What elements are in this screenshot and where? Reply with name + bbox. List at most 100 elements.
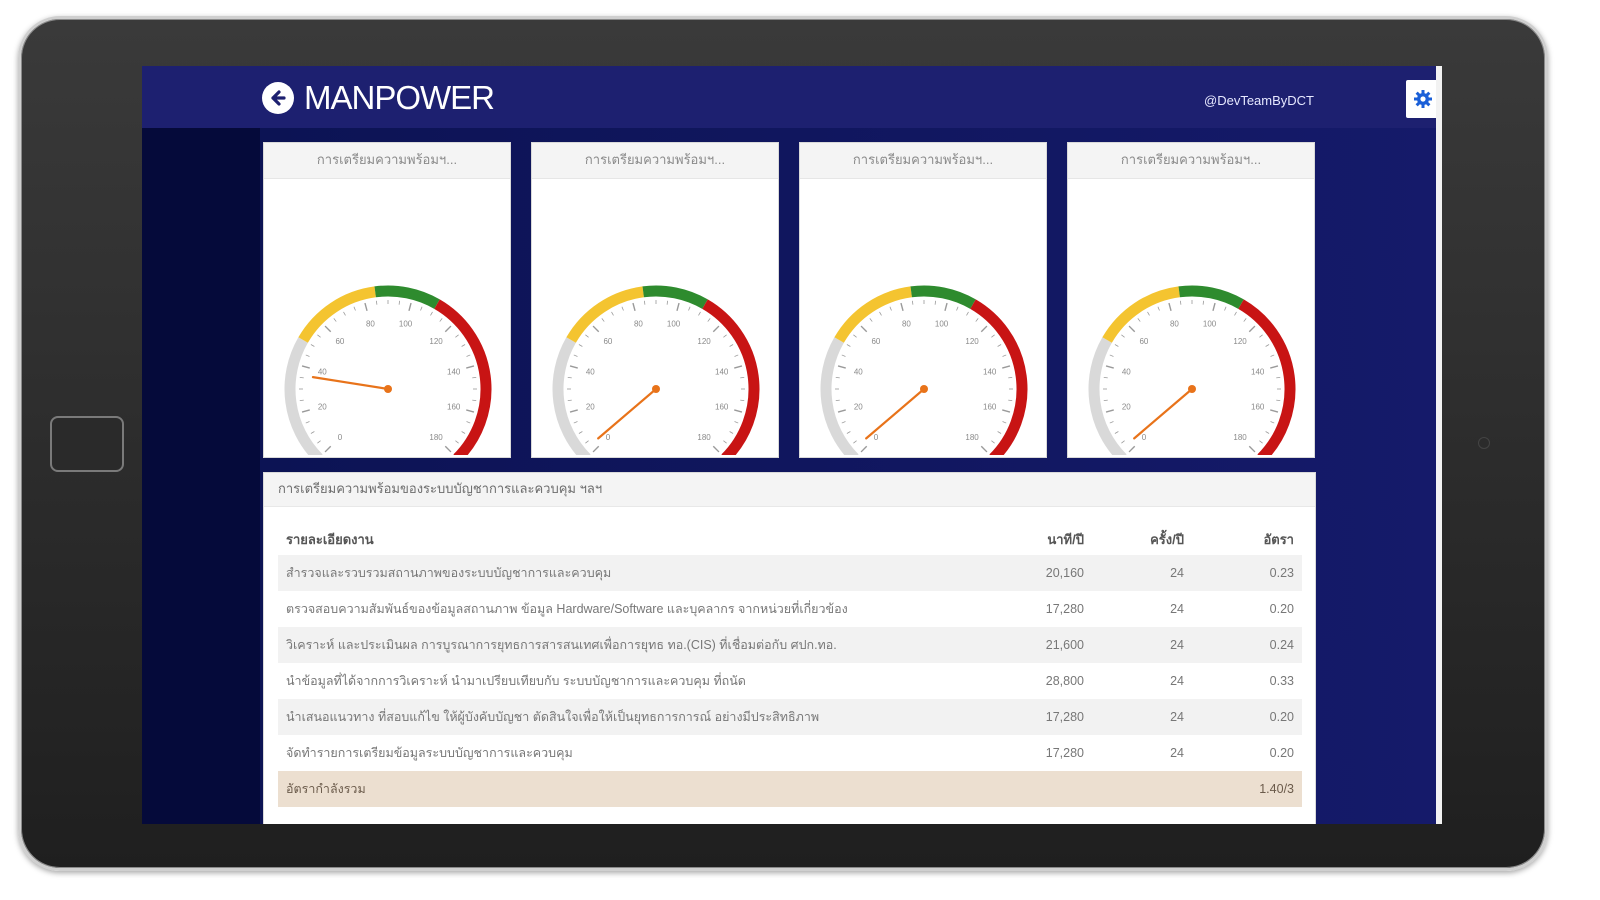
panel-title: การเตรียมความพร้อมของระบบบัญชาการและควบค…	[264, 473, 1315, 507]
rate-cell: 0.24	[1192, 627, 1302, 663]
gauge-needle-hub	[384, 385, 392, 393]
gauge-tick	[1128, 325, 1136, 333]
tablet-home-button[interactable]	[50, 416, 124, 472]
gauge-tick	[723, 334, 727, 338]
gauge-tick	[364, 302, 368, 311]
gauge-tick	[676, 302, 680, 311]
gauge-tick	[841, 354, 846, 357]
gauge-tick	[846, 431, 851, 434]
minutes-cell: 21,600	[982, 627, 1092, 663]
rate-cell: 0.20	[1269, 746, 1294, 760]
brand: MANPOWER	[262, 80, 495, 116]
gauge-tick	[461, 344, 466, 347]
gauge-tick-label: 80	[902, 319, 911, 328]
column-header-minutes[interactable]: นาที/ปี	[1047, 531, 1084, 547]
gauge-band-gray	[284, 337, 323, 455]
gauge-tick	[420, 306, 423, 311]
gauge-tick	[1109, 421, 1114, 424]
times-cell: 24	[1170, 746, 1184, 760]
gauge-tick	[740, 376, 745, 379]
table-row: นำข้อมูลที่ได้จากการวิเคราะห์ นำมาเปรียบ…	[278, 663, 1302, 699]
column-header-times[interactable]: ครั้ง/ปี	[1150, 531, 1184, 547]
gauge-tick	[1114, 344, 1119, 347]
task-cell: ตรวจสอบความสัมพันธ์ของข้อมูลสถานภาพ ข้อม…	[286, 602, 848, 616]
gauge-tick	[1224, 306, 1227, 311]
gauge-tick	[1147, 311, 1150, 316]
table-header-row: รายละเอียดงาน นาที/ปี ครั้ง/ปี อัตรา	[278, 523, 1302, 555]
workload-panel: การเตรียมความพร้อมของระบบบัญชาการและควบค…	[263, 472, 1316, 824]
gauge-card: การเตรียมความพร้อมฯ... 0 20 40 60 80 100 120 14…	[799, 142, 1047, 458]
gauge-tick	[956, 306, 959, 311]
gauge-tick	[1270, 421, 1275, 424]
gauge-tick	[980, 445, 988, 453]
gauge-tick	[585, 334, 589, 338]
workload-table: รายละเอียดงาน นาที/ปี ครั้ง/ปี อัตรา สำร…	[278, 523, 1302, 807]
gauge-card: การเตรียมความพร้อมฯ... 0 20 40 60 80 100 120 14…	[263, 142, 511, 458]
gauge-tick	[1103, 376, 1108, 379]
task-cell: นำเสนอแนวทาง ที่สอบแก้ไข ให้ผู้บังคับบัญ…	[278, 699, 982, 735]
column-header-rate[interactable]: อัตรา	[1263, 531, 1294, 547]
gauge-tick	[310, 344, 315, 347]
gauge-tick-label: 40	[854, 367, 863, 376]
gauge-tick	[353, 306, 356, 311]
gauge-tick-label: 100	[1203, 319, 1217, 328]
gauge-tick	[889, 306, 892, 311]
gauge-tick	[324, 445, 332, 453]
total-value: 1.40/3	[1192, 771, 1302, 807]
gauge-tick	[567, 399, 572, 402]
gear-icon	[1414, 90, 1432, 108]
gauge-tick	[466, 354, 471, 357]
rate-cell: 0.20	[1269, 602, 1294, 616]
gauge-tick	[1259, 440, 1263, 444]
gauge-band-gray	[820, 337, 859, 455]
gauge-tick	[567, 376, 572, 379]
minutes-cell: 17,280	[1045, 746, 1084, 760]
gauge-tick	[569, 409, 578, 413]
total-label: อัตรากำลังรวม	[278, 771, 982, 807]
gauge-tick	[869, 318, 873, 322]
settings-button[interactable]	[1406, 80, 1440, 118]
gauge-tick-label: 120	[1233, 337, 1247, 346]
gauge-tick	[317, 334, 321, 338]
gauge-tick	[835, 376, 840, 379]
gauge-tick	[944, 302, 948, 311]
gauge-tick	[1179, 300, 1182, 305]
gauge-tick	[592, 325, 600, 333]
gauge-tick-label: 120	[697, 337, 711, 346]
gauge-tick	[846, 344, 851, 347]
gauge-tick	[860, 325, 868, 333]
gauge-tick-label: 0	[338, 433, 343, 442]
gauge-tick-label: 60	[603, 337, 612, 346]
top-navbar	[142, 66, 1442, 128]
gauge-tick	[991, 334, 995, 338]
gauge-tick	[324, 325, 332, 333]
user-handle[interactable]: @DevTeamByDCT	[1204, 93, 1314, 108]
gauge-card: การเตรียมความพร้อมฯ... 0 20 40 60 80 100 120 14…	[1067, 142, 1315, 458]
gauge-needle-hub	[652, 385, 660, 393]
gauge-tick	[643, 300, 646, 305]
gauge-tick	[900, 302, 904, 311]
gauge-tick-label: 140	[447, 367, 461, 376]
gauge-tick-label: 20	[854, 403, 863, 412]
gauge-tick	[997, 344, 1002, 347]
gauge-tick	[578, 431, 583, 434]
gauge-tick-label: 80	[366, 319, 375, 328]
gauge-tick-label: 60	[871, 337, 880, 346]
gauge-tick	[853, 334, 857, 338]
gauge-tick	[734, 354, 739, 357]
tablet-camera	[1478, 437, 1490, 449]
gauge-tick	[734, 409, 743, 413]
gauge-tick	[1168, 302, 1172, 311]
gauge-tick-label: 80	[634, 319, 643, 328]
minutes-cell: 20,160	[982, 555, 1092, 591]
arrow-left-circle-icon[interactable]	[262, 82, 294, 114]
column-header-task[interactable]: รายละเอียดงาน	[286, 531, 374, 547]
gauge-tick	[707, 318, 711, 322]
gauge-tick	[632, 302, 636, 311]
gauge-tick-label: 20	[586, 403, 595, 412]
gauge-tick	[1270, 409, 1279, 413]
gauge-needle	[1133, 387, 1194, 440]
gauge-tick	[299, 399, 304, 402]
gauge-band-yellow	[834, 286, 913, 343]
gauge-card: การเตรียมความพร้อมฯ... 0 20 40 60 80 100 120 14…	[531, 142, 779, 458]
